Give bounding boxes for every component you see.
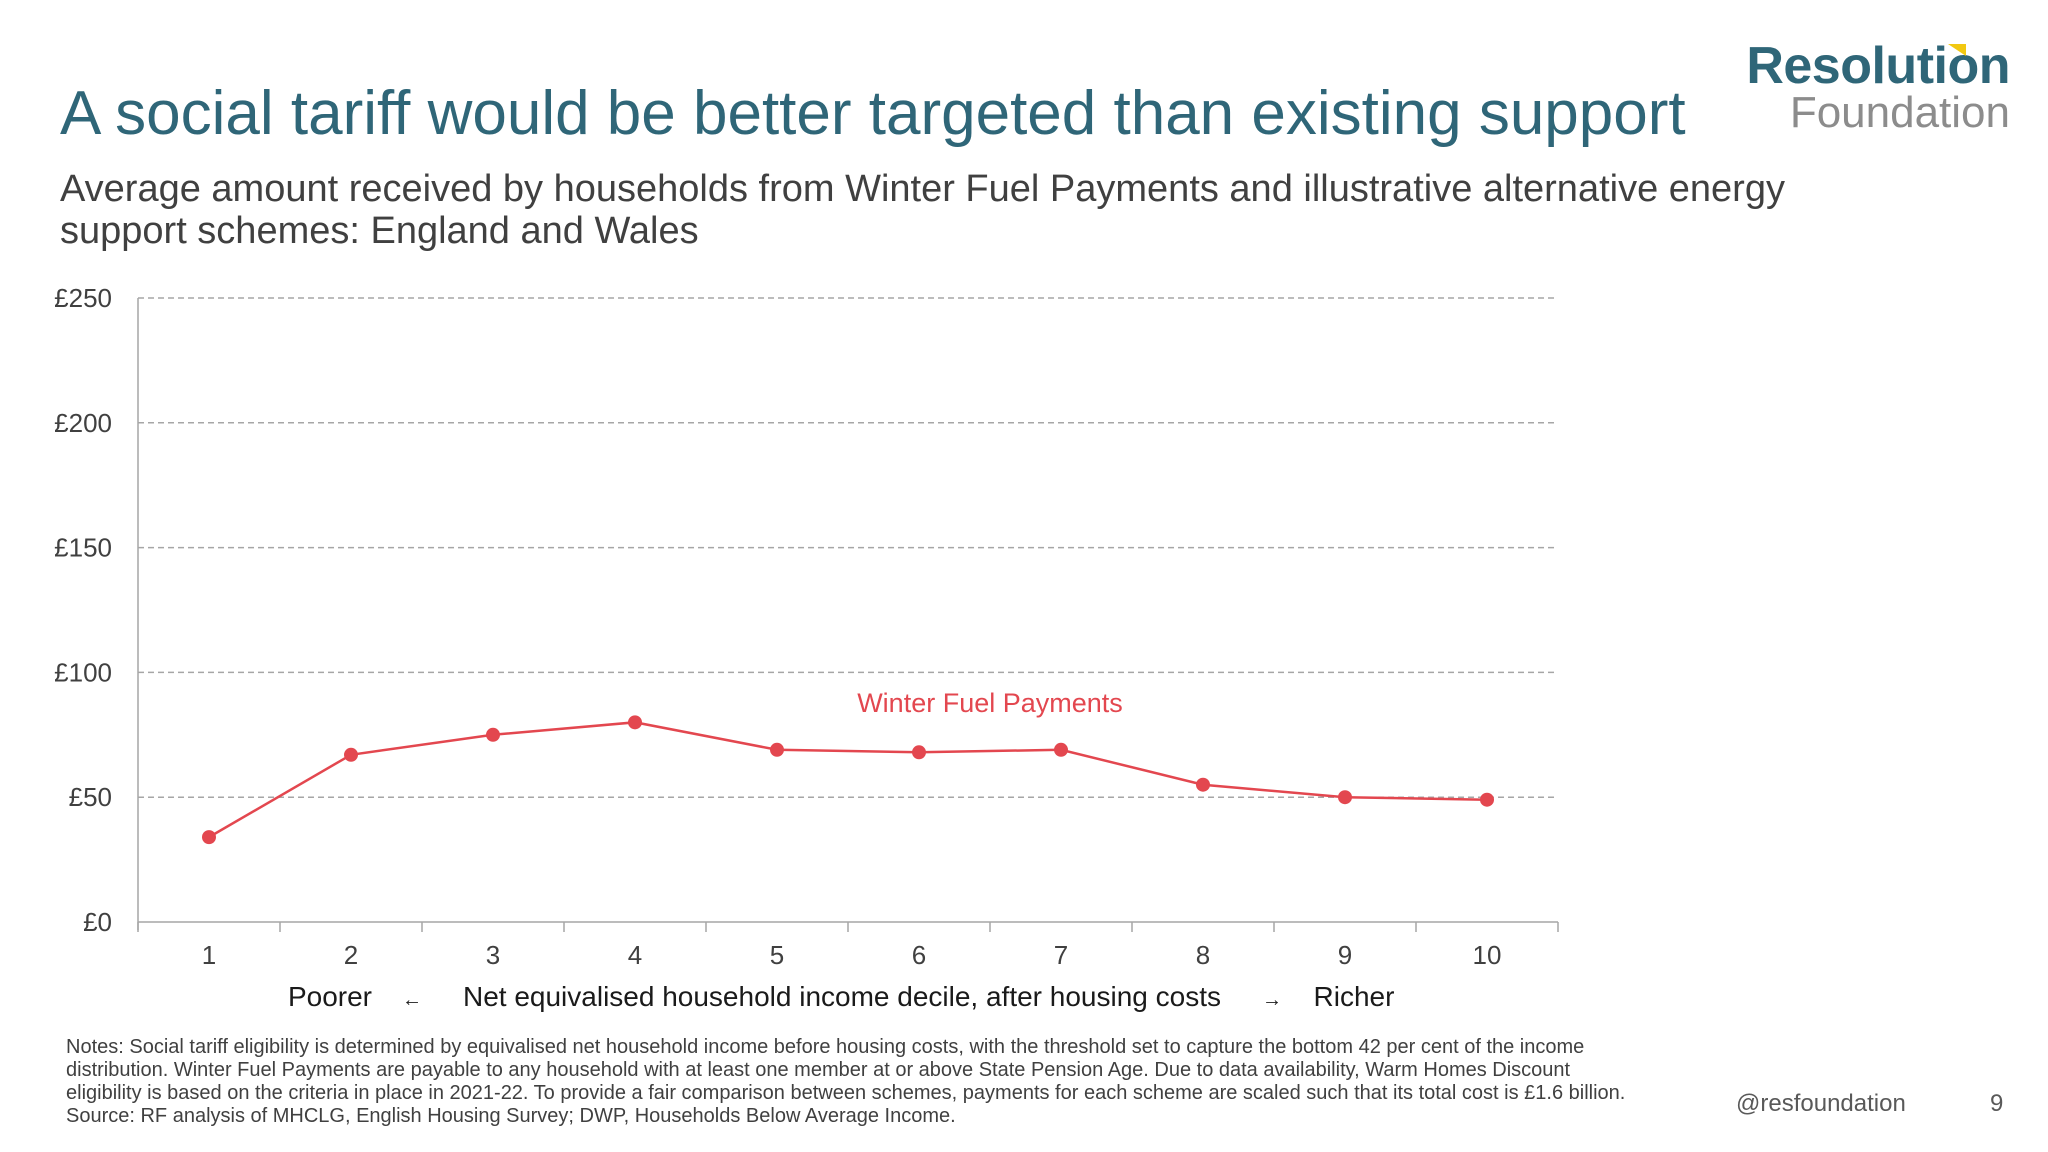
data-point [912,745,926,760]
x-tick-label: 5 [770,940,784,970]
right-arrow-icon: → [1262,989,1282,1011]
notes-block: Notes: Social tariff eligibility is dete… [66,1036,1646,1128]
data-point [1480,792,1494,807]
y-tick-label: £200 [54,408,112,438]
y-tick-label: £100 [54,657,112,687]
x-tick-label: 3 [486,940,500,970]
x-tick-label: 4 [628,940,642,970]
y-tick-label: £250 [54,283,112,313]
logo-flag-icon [1948,44,1966,56]
x-tick-label: 8 [1196,940,1210,970]
x-axis-right-label: Richer [1314,981,1395,1012]
page-number: 9 [1990,1090,2004,1117]
x-tick-label: 6 [912,940,926,970]
data-point [202,830,216,845]
data-point [1196,777,1210,792]
x-tick-label: 2 [344,940,358,970]
series-line [208,721,1488,839]
source-text: Source: RF analysis of MHCLG, English Ho… [66,1105,956,1127]
x-tick-label: 9 [1338,940,1352,970]
left-arrow-icon: ← [402,989,422,1011]
line-chart: £0 £50 £100 £150 £200 £250 1 2 3 4 5 6 7 8 9 10 Poorer ← N… [54,283,1559,1012]
twitter-handle: @resfoundation [1736,1090,1906,1117]
data-point [1338,790,1352,805]
data-point [770,742,784,757]
chart-subtitle: Average amount received by households fr… [60,168,1785,252]
logo-sub-text: Foundation [1789,88,2010,137]
x-tick-label: 1 [202,940,216,970]
data-point [1054,742,1068,757]
x-tick-label: 10 [1473,940,1502,970]
logo-main-text: Resolution [1746,37,2010,95]
data-point [486,727,500,742]
resolution-foundation-logo: Resolution Foundation [1700,36,2010,137]
x-tick-label: 7 [1054,940,1068,970]
slide-title: A social tariff would be better targeted… [60,79,1686,148]
y-tick-label: £0 [83,907,112,937]
series-label: Winter Fuel Payments [857,688,1123,718]
x-axis-title: Net equivalised household income decile,… [463,981,1221,1012]
data-point [628,715,642,730]
y-tick-label: £150 [54,533,112,563]
x-axis-left-label: Poorer [288,981,372,1012]
notes-text: Notes: Social tariff eligibility is dete… [66,1036,1626,1104]
y-tick-label: £50 [69,782,112,812]
data-point [344,747,358,762]
